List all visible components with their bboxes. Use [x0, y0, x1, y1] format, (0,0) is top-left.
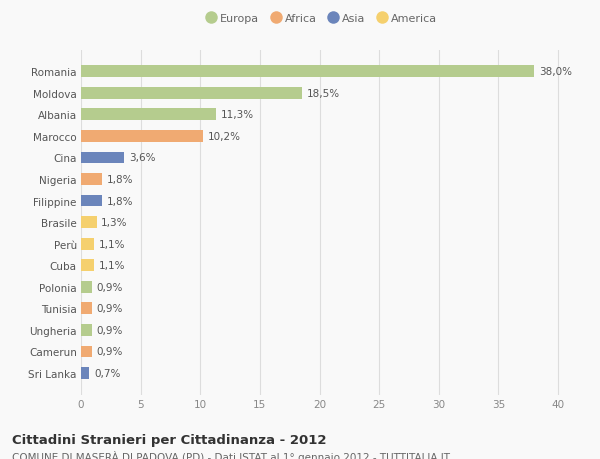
Bar [81, 131, 203, 142]
Text: 0,7%: 0,7% [94, 368, 121, 378]
Text: 10,2%: 10,2% [208, 132, 241, 141]
Bar [81, 367, 89, 379]
Bar [81, 195, 103, 207]
Bar [81, 152, 124, 164]
Text: Cittadini Stranieri per Cittadinanza - 2012: Cittadini Stranieri per Cittadinanza - 2… [12, 433, 326, 446]
Bar [81, 174, 103, 185]
Bar [81, 238, 94, 250]
Text: 1,1%: 1,1% [99, 239, 125, 249]
Bar [81, 109, 216, 121]
Text: 1,1%: 1,1% [99, 261, 125, 271]
Bar [81, 88, 302, 100]
Bar [81, 346, 92, 358]
Bar [81, 303, 92, 314]
Text: 38,0%: 38,0% [539, 67, 572, 77]
Text: 0,9%: 0,9% [97, 325, 123, 335]
Text: COMUNE DI MASERÀ DI PADOVA (PD) - Dati ISTAT al 1° gennaio 2012 - TUTTITALIA.IT: COMUNE DI MASERÀ DI PADOVA (PD) - Dati I… [12, 450, 450, 459]
Bar [81, 324, 92, 336]
Text: 1,8%: 1,8% [107, 174, 134, 185]
Text: 3,6%: 3,6% [129, 153, 155, 163]
Text: 0,9%: 0,9% [97, 347, 123, 357]
Legend: Europa, Africa, Asia, America: Europa, Africa, Asia, America [203, 11, 440, 27]
Bar [81, 281, 92, 293]
Text: 0,9%: 0,9% [97, 304, 123, 313]
Bar [81, 66, 534, 78]
Text: 1,3%: 1,3% [101, 218, 128, 228]
Text: 11,3%: 11,3% [221, 110, 254, 120]
Text: 0,9%: 0,9% [97, 282, 123, 292]
Text: 1,8%: 1,8% [107, 196, 134, 206]
Text: 18,5%: 18,5% [307, 89, 340, 99]
Bar [81, 217, 97, 229]
Bar [81, 260, 94, 272]
